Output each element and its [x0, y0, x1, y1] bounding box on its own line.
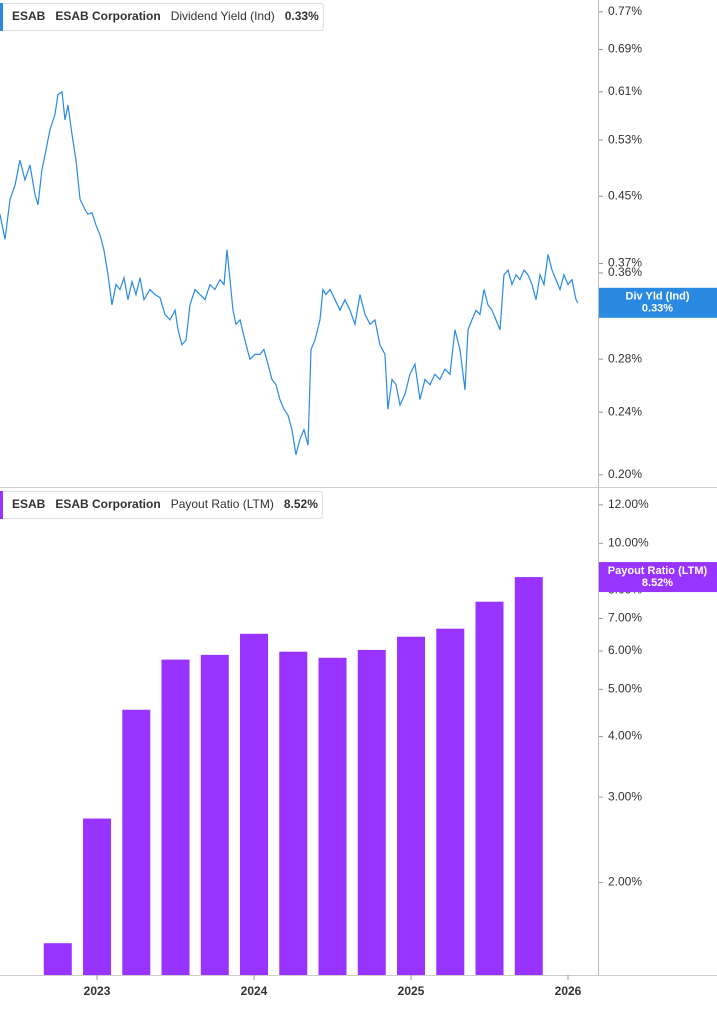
legend-value: 0.33%	[285, 9, 319, 23]
legend-value: 8.52%	[284, 497, 318, 511]
legend-box	[0, 3, 324, 31]
bar	[240, 633, 269, 975]
badge-value: 8.52%	[642, 577, 673, 589]
legend-series: Payout Ratio (LTM)	[171, 497, 274, 511]
line	[0, 90, 579, 455]
y-tick-label: 12.00%	[608, 497, 649, 511]
y-tick-label: 2.00%	[608, 875, 642, 889]
y-tick-label: 0.20%	[608, 467, 642, 481]
legend-box	[0, 491, 323, 519]
x-tick-label: 2023	[84, 984, 111, 998]
y-tick-label: 0.45%	[608, 188, 642, 202]
legend-stripe	[0, 491, 3, 519]
x-tick-label: 2024	[241, 984, 268, 998]
bar	[200, 654, 229, 975]
bar	[436, 628, 465, 975]
x-tick-label: 2025	[398, 984, 425, 998]
bar	[397, 636, 426, 975]
y-tick-label: 0.69%	[608, 42, 642, 56]
bar	[514, 577, 543, 975]
bar	[475, 601, 504, 975]
value-badge	[599, 287, 717, 318]
badge-label: Div Yld (Ind)	[626, 291, 690, 303]
legend-company: ESAB Corporation	[55, 9, 160, 23]
legend-ticker: ESAB	[12, 497, 46, 511]
legend-company: ESAB Corporation	[55, 497, 160, 511]
y-tick-label: 0.24%	[608, 404, 642, 418]
badge-label: Payout Ratio (LTM)	[608, 565, 708, 577]
bar	[318, 657, 347, 975]
y-tick-label: 0.53%	[608, 132, 642, 146]
bar	[357, 649, 386, 975]
bar	[83, 818, 112, 975]
y-tick-label: 7.00%	[608, 611, 642, 625]
y-tick-label: 0.36%	[608, 265, 642, 279]
y-tick-label: 3.00%	[608, 789, 642, 803]
x-tick-label: 2026	[555, 984, 582, 998]
y-tick-label: 5.00%	[608, 682, 642, 696]
legend-series: Dividend Yield (Ind)	[171, 9, 275, 23]
bar	[122, 709, 151, 975]
y-tick-label: 0.61%	[608, 84, 642, 98]
bar	[43, 943, 72, 975]
legend-ticker: ESAB	[12, 9, 46, 23]
y-tick-label: 0.28%	[608, 351, 642, 365]
y-tick-label: 4.00%	[608, 729, 642, 743]
y-tick-label: 0.37%	[608, 256, 642, 270]
badge-value: 0.33%	[642, 303, 673, 315]
bar	[279, 651, 308, 975]
y-tick-label: 0.77%	[608, 4, 642, 18]
bar	[161, 659, 190, 975]
y-tick-label: 6.00%	[608, 643, 642, 657]
y-tick-label: 10.00%	[608, 535, 649, 549]
value-badge	[599, 562, 717, 593]
legend-stripe	[0, 3, 3, 31]
